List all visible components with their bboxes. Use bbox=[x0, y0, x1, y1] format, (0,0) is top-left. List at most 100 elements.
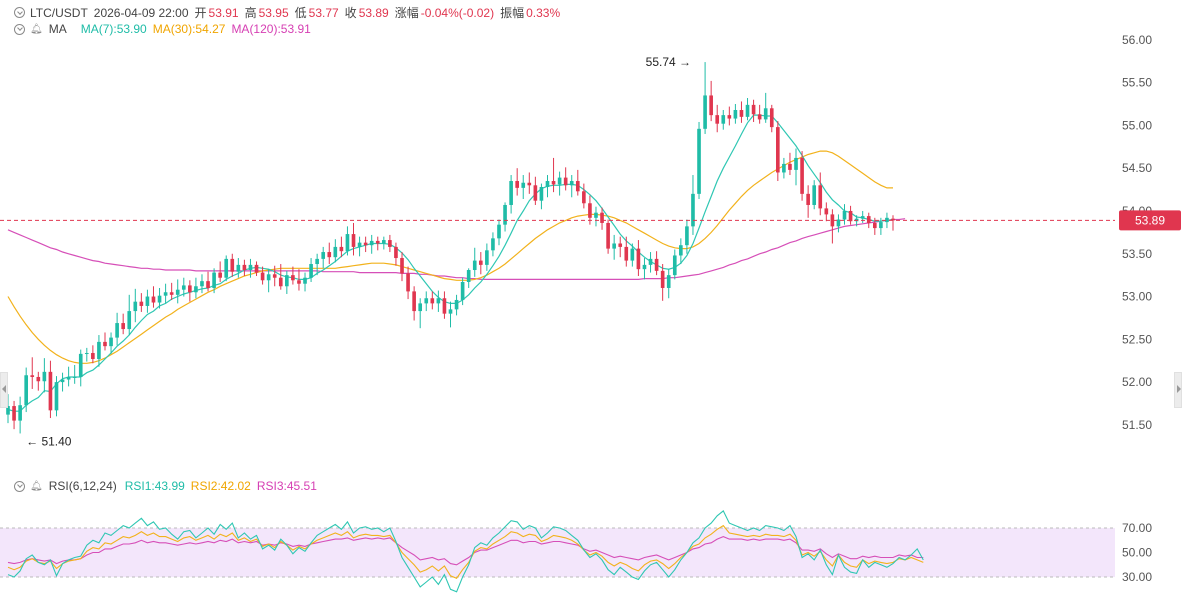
candle-body bbox=[721, 115, 726, 124]
candle-body bbox=[642, 264, 647, 270]
candle-body bbox=[806, 193, 810, 205]
bell-icon[interactable]: 🔔︎ bbox=[30, 480, 43, 492]
candle bbox=[830, 209, 835, 244]
ma7-line bbox=[7, 114, 894, 412]
candle-body bbox=[527, 182, 532, 186]
candle bbox=[551, 157, 556, 193]
candle-body bbox=[224, 258, 229, 278]
price-tick-label: 54.50 bbox=[1122, 161, 1152, 175]
candle bbox=[739, 101, 744, 123]
candle bbox=[782, 157, 786, 179]
candle-body bbox=[72, 376, 77, 378]
candle bbox=[497, 219, 501, 246]
candle bbox=[321, 246, 326, 269]
current-price-value: 53.89 bbox=[1135, 213, 1165, 227]
candle-body bbox=[206, 281, 210, 288]
candle bbox=[448, 301, 453, 328]
candle-body bbox=[521, 182, 526, 188]
candle-body bbox=[78, 353, 83, 377]
candle-body bbox=[327, 252, 332, 258]
candle-body bbox=[339, 246, 344, 252]
candle bbox=[533, 176, 538, 205]
candle bbox=[24, 367, 29, 413]
rsi-tick-label: 50.00 bbox=[1122, 546, 1152, 560]
candle-body bbox=[618, 243, 623, 247]
candle bbox=[400, 252, 404, 282]
candle-body bbox=[200, 281, 204, 287]
candle bbox=[115, 312, 119, 346]
candle bbox=[224, 255, 229, 282]
candle-body bbox=[575, 181, 580, 192]
candle-body bbox=[24, 375, 29, 406]
bell-icon[interactable]: 🔔︎ bbox=[30, 23, 43, 35]
candle-body bbox=[824, 208, 829, 215]
candle-body bbox=[163, 292, 168, 296]
candle-body bbox=[448, 309, 453, 314]
candle bbox=[545, 175, 550, 198]
candle-body bbox=[424, 298, 429, 304]
candle-body bbox=[54, 382, 59, 411]
candle bbox=[509, 175, 513, 214]
candle-body bbox=[236, 264, 241, 272]
candle bbox=[169, 282, 174, 300]
candle bbox=[860, 210, 865, 223]
candle bbox=[600, 207, 604, 230]
candle-body bbox=[788, 163, 792, 170]
candle-body bbox=[254, 264, 259, 273]
change-label: 涨幅 bbox=[394, 6, 419, 20]
candle bbox=[97, 335, 101, 367]
candle bbox=[618, 236, 623, 258]
moving-average-lines bbox=[7, 114, 906, 412]
candle bbox=[569, 175, 574, 198]
candle bbox=[145, 289, 150, 313]
candle bbox=[357, 236, 362, 257]
candle-body bbox=[363, 242, 368, 246]
candle bbox=[466, 268, 471, 288]
candle bbox=[636, 240, 641, 276]
candle-body bbox=[285, 275, 289, 287]
candle-body bbox=[842, 210, 847, 220]
scroll-left-handle[interactable] bbox=[0, 372, 8, 408]
rsi2-legend: RSI2:42.02 bbox=[190, 479, 251, 493]
candle bbox=[60, 372, 65, 392]
candle bbox=[285, 270, 289, 294]
rsi-tick-label: 70.00 bbox=[1122, 521, 1152, 535]
candle bbox=[472, 247, 477, 277]
candle-body bbox=[478, 260, 483, 265]
candle bbox=[109, 332, 113, 354]
candle-body bbox=[291, 275, 295, 281]
candle-body bbox=[109, 337, 113, 347]
candle-body bbox=[48, 371, 53, 411]
candle bbox=[666, 269, 671, 299]
collapse-toggle-icon[interactable] bbox=[14, 480, 25, 492]
candle bbox=[424, 291, 429, 312]
price-tick-label: 52.50 bbox=[1122, 332, 1152, 346]
candle-body bbox=[333, 246, 338, 258]
datetime-label: 2026-04-09 22:00 bbox=[93, 5, 189, 20]
candle bbox=[788, 152, 792, 176]
candle bbox=[66, 366, 71, 387]
rsi-band bbox=[0, 528, 1115, 578]
candle bbox=[375, 236, 380, 251]
scroll-right-handle[interactable] bbox=[1174, 372, 1182, 408]
collapse-toggle-icon[interactable] bbox=[14, 7, 25, 18]
collapse-toggle-icon[interactable] bbox=[14, 23, 25, 35]
candle bbox=[648, 252, 653, 273]
candle-body bbox=[145, 296, 150, 306]
candle-body bbox=[794, 157, 798, 170]
candle-body bbox=[242, 264, 247, 271]
candle-body bbox=[127, 311, 132, 330]
candle-body bbox=[36, 376, 41, 382]
ma120-legend: MA(120):53.91 bbox=[231, 22, 311, 36]
candle bbox=[369, 234, 374, 254]
candle-body bbox=[309, 264, 313, 278]
candle bbox=[521, 175, 526, 199]
candle bbox=[394, 242, 398, 266]
candle bbox=[654, 251, 659, 276]
price-tick-label: 53.00 bbox=[1122, 290, 1152, 304]
candle bbox=[527, 172, 532, 194]
candle-body bbox=[369, 240, 374, 246]
candle bbox=[48, 360, 53, 419]
candle bbox=[272, 265, 277, 287]
